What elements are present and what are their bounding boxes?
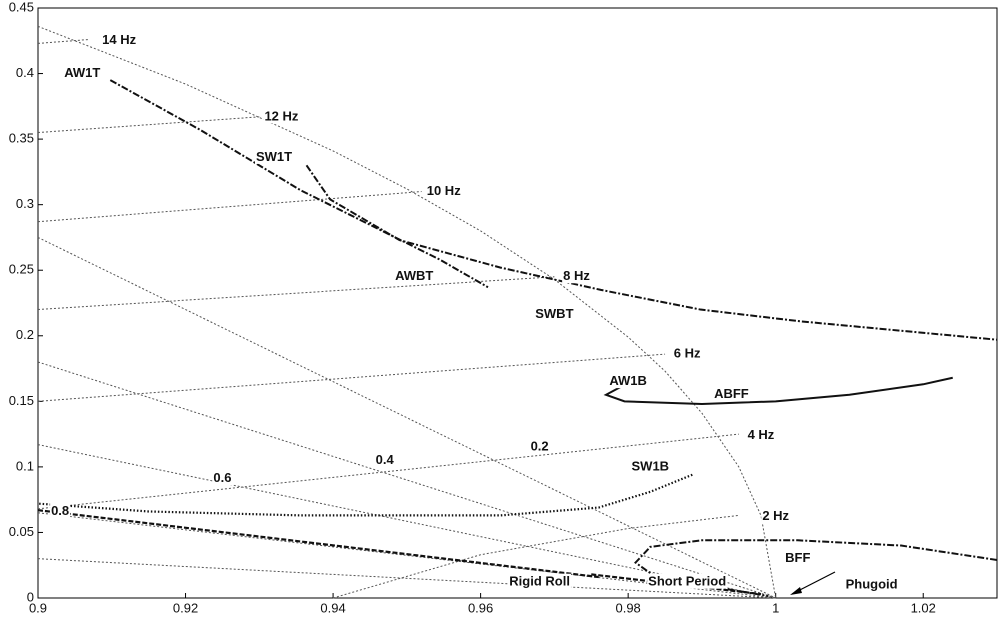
annotation-bg [263, 108, 300, 124]
y-tick-label: 0.15 [9, 393, 34, 408]
annotation-bg [713, 386, 750, 402]
annotation-bg [101, 32, 138, 48]
x-tick-label: 1 [772, 600, 779, 615]
annotation: AW1B [609, 373, 647, 388]
annotation: 4 Hz [748, 427, 775, 442]
annotation-bg [425, 182, 463, 198]
annotation-bg [254, 148, 294, 164]
annotation: AWBT [395, 268, 433, 283]
annotation-bg [562, 268, 592, 284]
x-tick-label: 0.94 [320, 600, 345, 615]
annotation: Rigid Roll [509, 574, 570, 589]
annotation: 0.2 [531, 439, 549, 454]
x-tick-label: 1.02 [911, 600, 936, 615]
y-tick-label: 0 [27, 589, 34, 604]
plot-frame [37, 7, 998, 599]
y-tick-label: 0.3 [16, 196, 34, 211]
annotation-bg [63, 64, 102, 80]
curve [37, 236, 776, 599]
x-tick-label: 0.9 [29, 600, 47, 615]
annotation: 6 Hz [674, 346, 701, 361]
phugoid-arrow [790, 571, 836, 595]
y-tick-label: 0.25 [9, 262, 34, 277]
curve [37, 509, 599, 579]
annotation: Short Period [648, 574, 726, 589]
annotation: 2 Hz [762, 508, 789, 523]
x-tick-label: 0.98 [615, 600, 640, 615]
annotation-bg [630, 458, 671, 474]
annotation: SW1T [256, 149, 292, 164]
annotation-bg [534, 306, 575, 322]
curve [37, 191, 422, 223]
annotation-bg [50, 502, 71, 518]
annotation: SWBT [535, 306, 573, 321]
annotation-bg [844, 576, 899, 592]
annotation: 8 Hz [563, 268, 590, 283]
annotation: 0.8 [51, 503, 69, 518]
curve [37, 116, 260, 134]
x-tick-label: 0.92 [173, 600, 198, 615]
annotation: Phugoid [846, 576, 898, 591]
y-tick-label: 0.2 [16, 327, 34, 342]
annotation-bg [746, 426, 776, 442]
curve [37, 433, 739, 510]
annotation-bg [672, 345, 703, 361]
annotation-bg [212, 470, 233, 486]
curve [332, 514, 739, 599]
annotation-bg [647, 573, 728, 589]
curve [37, 558, 776, 599]
curve [305, 164, 998, 341]
curve [37, 353, 666, 402]
annotation: 10 Hz [427, 183, 461, 198]
annotation: 0.6 [213, 470, 231, 485]
annotation: ABFF [714, 386, 749, 401]
y-tick-label: 0.4 [16, 65, 34, 80]
curve [37, 25, 777, 599]
curve [603, 376, 953, 405]
x-tick-label: 0.96 [468, 600, 493, 615]
y-tick-label: 0.1 [16, 458, 34, 473]
curve [37, 473, 693, 517]
annotation-bg [374, 451, 396, 467]
curve [37, 444, 776, 599]
annotation: 14 Hz [102, 32, 136, 47]
y-tick-label: 0.05 [9, 524, 34, 539]
annotation-bg [784, 550, 812, 566]
y-tick-label: 0.45 [9, 0, 34, 14]
annotation-bg [508, 573, 571, 589]
annotation: AW1T [64, 65, 100, 80]
annotation-bg [608, 373, 648, 389]
curve [37, 361, 776, 599]
annotation: SW1B [632, 458, 670, 473]
curve [109, 79, 489, 289]
annotation-bg [761, 508, 791, 524]
annotation-bg [394, 268, 435, 284]
annotation: 0.4 [376, 452, 395, 467]
y-tick-label: 0.35 [9, 131, 34, 146]
annotation: BFF [785, 550, 810, 565]
curve [37, 38, 90, 44]
annotation: 12 Hz [264, 108, 298, 123]
annotation-bg [529, 438, 550, 454]
